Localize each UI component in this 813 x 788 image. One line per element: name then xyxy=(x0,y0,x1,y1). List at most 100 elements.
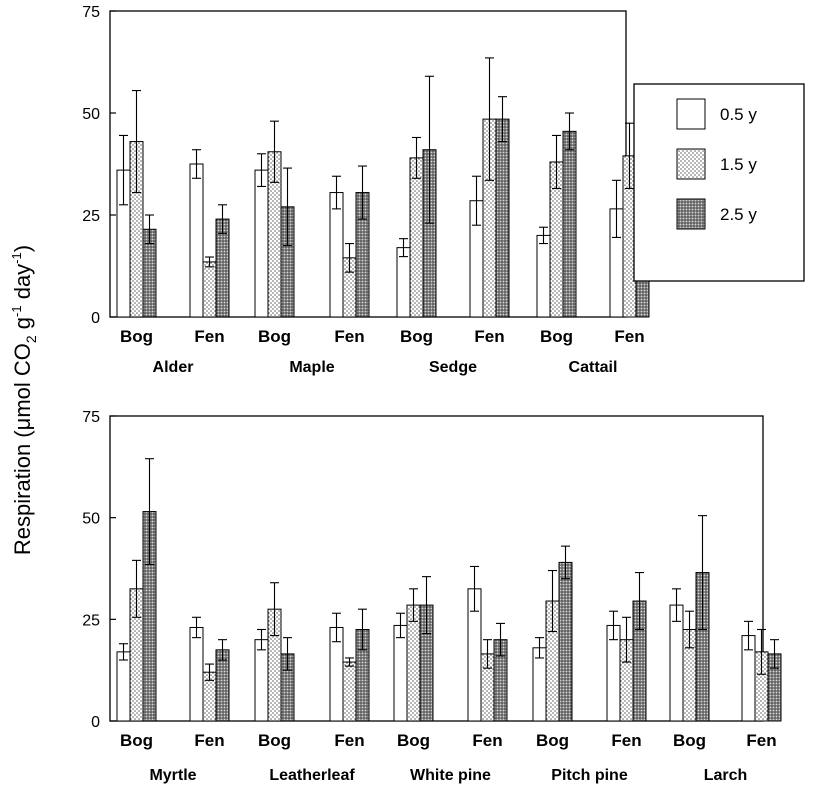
error-bar-white-pine-bog-3 xyxy=(422,576,431,635)
error-bar-cattail-bog-2 xyxy=(552,134,561,190)
error-bar-myrtle-fen-1 xyxy=(192,616,201,639)
legend-swatch-2 xyxy=(676,148,706,180)
y-tick-label: 0 xyxy=(91,714,100,731)
condition-label: Fen xyxy=(611,731,641,750)
error-bar-cattail-bog-3 xyxy=(565,112,574,151)
y-tick-label: 0 xyxy=(91,310,100,327)
error-bar-alder-bog-3 xyxy=(145,214,154,245)
error-bar-pitch-pine-bog-3 xyxy=(561,545,570,580)
condition-label: Fen xyxy=(334,731,364,750)
bar-pitch-pine-bog-1 xyxy=(532,647,547,722)
error-bar-maple-fen-2 xyxy=(345,243,354,273)
error-bar-maple-bog-3 xyxy=(283,167,292,247)
species-label-leatherleaf: Leatherleaf xyxy=(269,767,355,784)
y-tick-label: 50 xyxy=(82,106,100,123)
condition-label: Bog xyxy=(536,731,569,750)
bar-myrtle-fen-1 xyxy=(189,626,204,722)
species-label-sedge: Sedge xyxy=(429,359,477,376)
y-tick-label: 75 xyxy=(82,409,100,426)
condition-label: Bog xyxy=(120,327,153,346)
error-bar-maple-fen-1 xyxy=(332,175,341,210)
y-tick-label: 25 xyxy=(82,612,100,629)
condition-label: Fen xyxy=(474,327,504,346)
legend-frame xyxy=(633,83,805,282)
species-label-myrtle: Myrtle xyxy=(149,767,196,784)
error-bar-white-pine-fen-3 xyxy=(496,622,505,657)
bar-maple-bog-1 xyxy=(254,169,269,318)
error-bar-pitch-pine-fen-2 xyxy=(622,616,631,663)
y-tick-label: 75 xyxy=(82,4,100,21)
bottom-bars xyxy=(116,458,782,722)
y-tick-label: 25 xyxy=(82,208,100,225)
condition-label: Fen xyxy=(194,327,224,346)
legend: 0.5 y 1.5 y 2.5 y xyxy=(633,83,805,282)
error-bar-white-pine-bog-1 xyxy=(396,612,405,639)
y-axis-label: Respiration (μmol CO2 g-1 day-1) xyxy=(9,245,39,555)
error-bar-sedge-fen-2 xyxy=(485,57,494,181)
legend-swatch-1 xyxy=(676,98,706,130)
error-bar-larch-bog-3 xyxy=(698,515,707,631)
error-bar-pitch-pine-fen-3 xyxy=(635,572,644,631)
bar-leatherleaf-fen-2 xyxy=(342,661,357,722)
bar-sedge-fen-3 xyxy=(495,118,510,318)
error-bar-myrtle-fen-2 xyxy=(205,663,214,681)
species-label-maple: Maple xyxy=(289,359,334,376)
top-bars xyxy=(116,57,650,318)
error-bar-alder-fen-3 xyxy=(218,204,227,234)
bar-alder-fen-2 xyxy=(202,261,217,318)
error-bar-white-pine-fen-1 xyxy=(470,565,479,612)
error-bar-larch-fen-2 xyxy=(757,628,766,675)
bar-alder-fen-1 xyxy=(189,163,204,318)
error-bar-alder-bog-1 xyxy=(119,134,128,206)
legend-label-1: 0.5 y xyxy=(720,105,757,124)
error-bar-larch-bog-2 xyxy=(685,610,694,649)
error-bar-sedge-fen-1 xyxy=(472,175,481,226)
bar-cattail-bog-1 xyxy=(536,234,551,318)
bar-larch-bog-1 xyxy=(669,604,684,722)
error-bar-leatherleaf-fen-3 xyxy=(358,608,367,651)
error-bar-leatherleaf-fen-2 xyxy=(345,657,354,667)
condition-label: Bog xyxy=(120,731,153,750)
bar-sedge-bog-1 xyxy=(396,247,411,318)
error-bar-sedge-bog-1 xyxy=(399,238,408,258)
error-bar-white-pine-fen-2 xyxy=(483,639,492,669)
bar-leatherleaf-bog-1 xyxy=(254,639,269,722)
error-bar-maple-bog-2 xyxy=(270,120,279,183)
top-y-ticks: 0 25 50 75 xyxy=(82,4,116,327)
error-bar-sedge-fen-3 xyxy=(498,96,507,143)
species-label-larch: Larch xyxy=(704,767,748,784)
legend-swatch-3 xyxy=(676,198,706,230)
bottom-category-labels: Bog Fen Myrtle Bog Fen Leatherleaf Bog Fen White… xyxy=(120,731,777,784)
error-bar-myrtle-fen-3 xyxy=(218,639,227,661)
bar-sedge-bog-2 xyxy=(409,157,424,318)
error-bar-sedge-bog-2 xyxy=(412,136,421,179)
condition-label: Fen xyxy=(334,327,364,346)
error-bar-maple-bog-1 xyxy=(257,153,266,187)
bottom-y-ticks: 0 25 50 75 xyxy=(82,409,116,731)
bar-maple-fen-1 xyxy=(329,192,344,318)
y-tick-label: 50 xyxy=(82,511,100,528)
species-label-white-pine: White pine xyxy=(410,767,491,784)
bottom-plot-frame xyxy=(109,415,764,722)
condition-label: Bog xyxy=(400,327,433,346)
error-bar-myrtle-bog-3 xyxy=(145,458,154,565)
error-bar-sedge-bog-3 xyxy=(425,75,434,224)
error-bar-alder-fen-1 xyxy=(192,149,201,179)
error-bar-myrtle-bog-2 xyxy=(132,559,141,618)
condition-label: Bog xyxy=(540,327,573,346)
bar-cattail-bog-3 xyxy=(562,130,577,318)
error-bar-larch-bog-1 xyxy=(672,588,681,622)
error-bar-leatherleaf-bog-3 xyxy=(283,637,292,671)
error-bar-white-pine-bog-2 xyxy=(409,588,418,622)
bar-pitch-pine-bog-3 xyxy=(558,561,573,722)
error-bar-leatherleaf-bog-2 xyxy=(270,582,279,637)
species-label-pitch-pine: Pitch pine xyxy=(551,767,628,784)
error-bar-larch-fen-3 xyxy=(770,639,779,669)
error-bar-pitch-pine-fen-1 xyxy=(609,610,618,641)
condition-label: Fen xyxy=(746,731,776,750)
legend-label-3: 2.5 y xyxy=(720,205,757,224)
bar-white-pine-bog-2 xyxy=(406,604,421,722)
